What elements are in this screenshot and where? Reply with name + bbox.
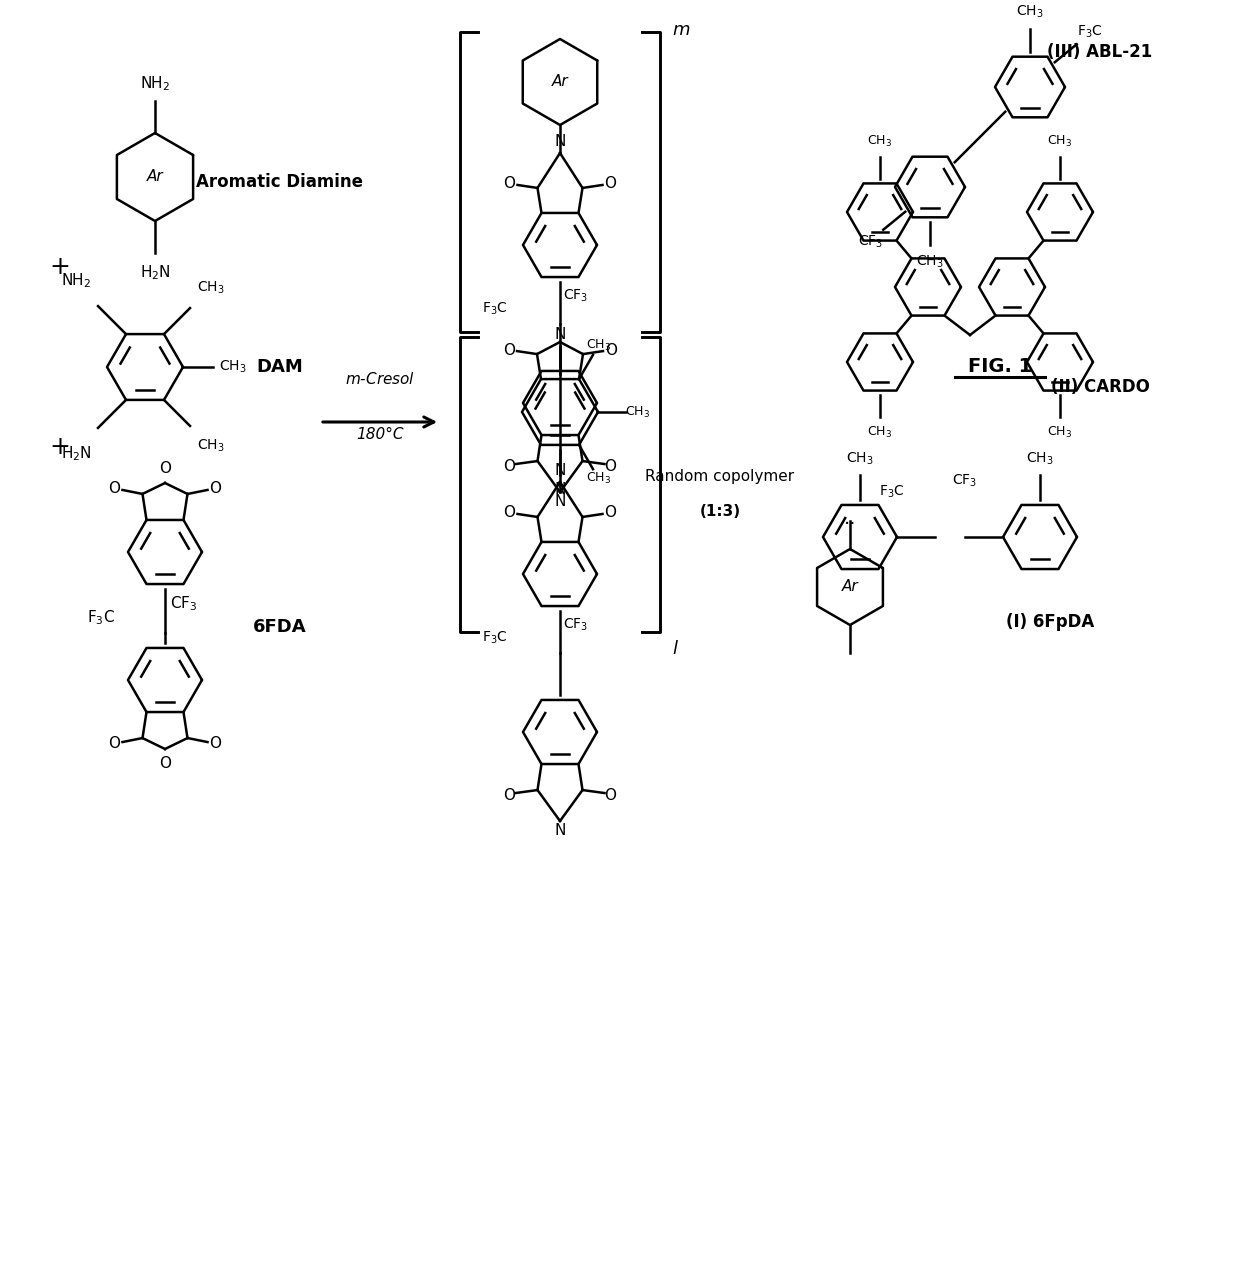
Text: 6FDA: 6FDA bbox=[253, 618, 306, 636]
Text: (II) CARDO: (II) CARDO bbox=[1050, 378, 1149, 396]
Text: N: N bbox=[554, 494, 565, 508]
Text: F$_3$C: F$_3$C bbox=[1076, 24, 1102, 40]
Text: O: O bbox=[210, 736, 222, 750]
Text: CH$_3$: CH$_3$ bbox=[219, 359, 247, 376]
Text: O: O bbox=[210, 481, 222, 497]
Text: N: N bbox=[554, 463, 565, 477]
Text: H$_2$N: H$_2$N bbox=[61, 444, 92, 462]
Text: F$_3$C: F$_3$C bbox=[482, 629, 508, 646]
Text: CH$_3$: CH$_3$ bbox=[197, 279, 224, 296]
Text: Ar: Ar bbox=[146, 170, 164, 184]
Text: O: O bbox=[503, 342, 515, 358]
Text: O: O bbox=[159, 462, 171, 476]
Text: CH$_3$: CH$_3$ bbox=[587, 471, 611, 486]
Text: CF$_3$: CF$_3$ bbox=[170, 595, 197, 613]
Text: CH$_3$: CH$_3$ bbox=[587, 337, 611, 353]
Text: CH$_3$: CH$_3$ bbox=[1048, 425, 1073, 440]
Text: O: O bbox=[604, 788, 616, 803]
Text: F$_3$C: F$_3$C bbox=[879, 484, 905, 501]
Text: CH$_3$: CH$_3$ bbox=[625, 404, 650, 420]
Text: O: O bbox=[605, 176, 616, 192]
Text: CH$_3$: CH$_3$ bbox=[846, 450, 874, 467]
Text: F$_3$C: F$_3$C bbox=[482, 301, 508, 317]
Text: CH$_3$: CH$_3$ bbox=[1048, 134, 1073, 149]
Text: CH$_3$: CH$_3$ bbox=[1027, 450, 1054, 467]
Text: N: N bbox=[554, 327, 565, 342]
Text: (I) 6FpDA: (I) 6FpDA bbox=[1006, 613, 1094, 631]
Text: CH$_3$: CH$_3$ bbox=[868, 425, 893, 440]
Text: CF$_3$: CF$_3$ bbox=[858, 233, 883, 250]
Text: +: + bbox=[50, 435, 71, 459]
Text: N: N bbox=[554, 134, 565, 149]
Text: CF$_3$: CF$_3$ bbox=[563, 287, 588, 304]
Text: O: O bbox=[109, 481, 120, 497]
Text: DAM: DAM bbox=[257, 358, 304, 376]
Text: $m$: $m$ bbox=[672, 21, 691, 39]
Text: FIG. 1: FIG. 1 bbox=[968, 358, 1032, 377]
Text: O: O bbox=[109, 736, 120, 750]
Text: (III) ABL-21: (III) ABL-21 bbox=[1048, 42, 1153, 60]
Text: N: N bbox=[554, 822, 565, 838]
Text: O: O bbox=[503, 506, 516, 520]
Text: ··: ·· bbox=[843, 516, 857, 534]
Text: NH$_2$: NH$_2$ bbox=[140, 75, 170, 93]
Text: N: N bbox=[554, 483, 565, 497]
Text: O: O bbox=[605, 506, 616, 520]
Text: Random copolymer: Random copolymer bbox=[646, 470, 795, 484]
Text: 180°C: 180°C bbox=[356, 427, 404, 441]
Text: F$_3$C: F$_3$C bbox=[87, 609, 115, 627]
Text: +: + bbox=[50, 255, 71, 279]
Text: O: O bbox=[604, 458, 616, 474]
Text: $l$: $l$ bbox=[672, 640, 680, 658]
Text: $m$-Cresol: $m$-Cresol bbox=[345, 371, 415, 387]
Text: O: O bbox=[503, 176, 516, 192]
Text: (1:3): (1:3) bbox=[699, 505, 740, 520]
Text: O: O bbox=[503, 458, 516, 474]
Text: CF$_3$: CF$_3$ bbox=[952, 472, 977, 489]
Text: H$_2$N: H$_2$N bbox=[140, 263, 170, 282]
Text: CH$_3$: CH$_3$ bbox=[916, 254, 944, 270]
Text: O: O bbox=[605, 342, 618, 358]
Text: CH$_3$: CH$_3$ bbox=[868, 134, 893, 149]
Text: CH$_3$: CH$_3$ bbox=[197, 438, 224, 454]
Text: CF$_3$: CF$_3$ bbox=[563, 616, 588, 633]
Text: NH$_2$: NH$_2$ bbox=[61, 272, 91, 290]
Text: O: O bbox=[503, 788, 516, 803]
Text: Aromatic Diamine: Aromatic Diamine bbox=[196, 172, 363, 190]
Text: Ar: Ar bbox=[842, 579, 858, 595]
Text: O: O bbox=[159, 755, 171, 771]
Text: CH$_3$: CH$_3$ bbox=[1017, 4, 1044, 21]
Text: Ar: Ar bbox=[552, 75, 568, 90]
